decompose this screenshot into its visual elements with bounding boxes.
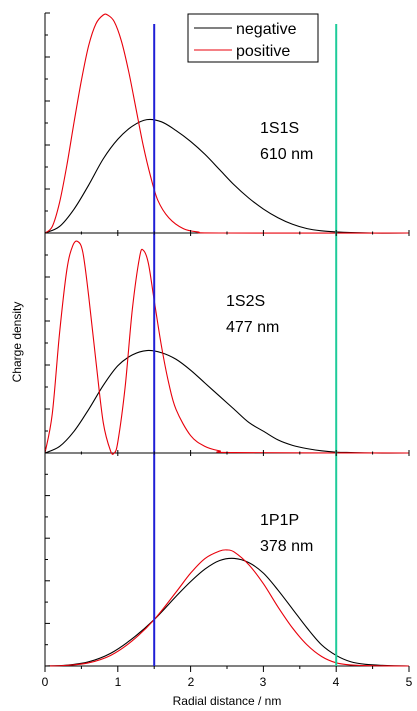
panel-label-2-line1: 1S2S [226,293,265,310]
reference-lines [153,24,338,666]
panel-label-1-line2: 610 nm [260,146,313,163]
y-axis-label: Charge density [10,302,24,383]
x-tick-label-3: 3 [260,675,267,689]
x-tick-label-2: 2 [188,675,195,689]
panel-3-series-negative [44,557,410,667]
x-tick-label-1: 1 [115,675,122,689]
panel-3-series-positive [44,549,410,667]
panel-label-3-line2: 378 nm [260,538,313,555]
panel-2-series-positive [44,240,410,455]
x-tick-label-0: 0 [42,675,49,689]
x-axis-label: Radial distance / nm [173,694,282,708]
panel-label-3-line1: 1P1P [260,512,299,529]
panel-1-series-negative [44,118,410,234]
x-tick-labels: 0 1 2 3 4 5 [42,675,413,689]
legend-box [187,13,319,63]
ticks [44,12,410,672]
plot-frames [44,13,409,667]
panel-2-series-negative [44,349,410,454]
panel-label-2-line2: 477 nm [226,319,279,336]
legend: negative positive [187,13,319,63]
panel-1-series-positive [44,13,410,234]
legend-label-positive: positive [236,43,290,60]
x-tick-label-5: 5 [406,675,413,689]
panel-labels: 1S1S 610 nm 1S2S 477 nm 1P1P 378 nm [226,120,313,555]
panel-label-1-line1: 1S1S [260,120,299,137]
legend-label-negative: negative [236,21,297,38]
curves [44,13,410,667]
x-tick-label-4: 4 [333,675,340,689]
